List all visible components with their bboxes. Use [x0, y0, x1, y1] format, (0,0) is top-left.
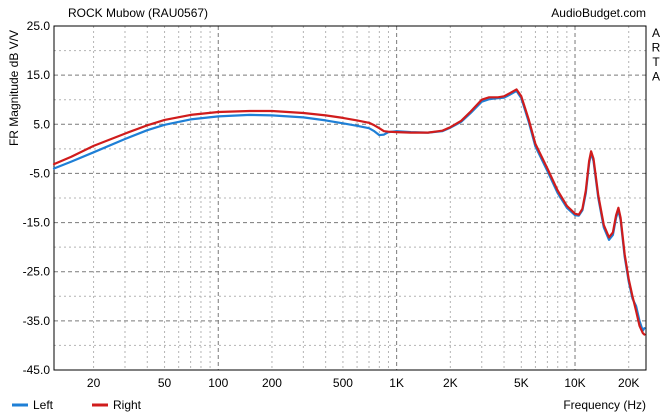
- x-tick-label: 10K: [564, 376, 585, 390]
- legend-label-right: Right: [113, 398, 142, 412]
- side-label-letter: A: [652, 70, 660, 84]
- y-tick-label: -35.0: [23, 314, 51, 328]
- plot-frame: [53, 25, 647, 371]
- x-axis-ticks: 20 50 100 200 500 1K 2K 5K 10K 20K: [87, 376, 639, 390]
- x-axis-label: Frequency (Hz): [563, 398, 646, 412]
- y-axis-label: FR Magnitude dB V/V: [7, 30, 21, 146]
- x-tick-label: 1K: [389, 376, 404, 390]
- x-tick-label: 20K: [618, 376, 639, 390]
- x-tick-label: 5K: [514, 376, 529, 390]
- legend: Left Right: [12, 398, 142, 412]
- y-tick-label: -15.0: [23, 216, 51, 230]
- side-label-letter: T: [652, 55, 660, 69]
- x-tick-label: 100: [208, 376, 228, 390]
- source-label: AudioBudget.com: [551, 6, 646, 20]
- y-tick-label: -25.0: [23, 265, 51, 279]
- chart-title: ROCK Mubow (RAU0567): [68, 6, 208, 20]
- side-label-letter: R: [652, 41, 661, 55]
- x-tick-label: 20: [87, 376, 101, 390]
- series-line-right: [52, 88, 646, 336]
- side-label-letter: A: [652, 26, 660, 40]
- x-tick-label: 2K: [443, 376, 458, 390]
- y-tick-label: 15.0: [27, 68, 51, 82]
- x-tick-label: 50: [158, 376, 172, 390]
- y-tick-label: -5.0: [29, 166, 50, 180]
- y-tick-label: 25.0: [27, 19, 51, 33]
- x-tick-label: 200: [262, 376, 282, 390]
- y-tick-label: 5.0: [33, 117, 50, 131]
- series-lines: [52, 88, 646, 336]
- y-axis-ticks: 25.0 15.0 5.0 -5.0 -15.0 -25.0 -35.0 -45.0: [23, 19, 51, 377]
- x-tick-label: 500: [333, 376, 353, 390]
- y-tick-label: -45.0: [23, 363, 51, 377]
- legend-label-left: Left: [33, 398, 54, 412]
